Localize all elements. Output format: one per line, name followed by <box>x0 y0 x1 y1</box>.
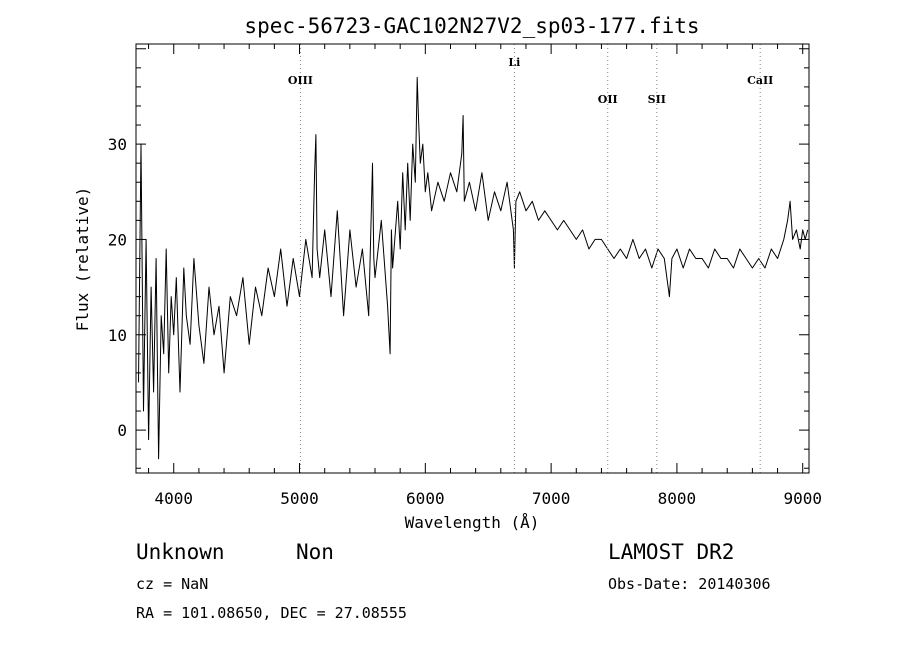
spectral-line-label-oii: OII <box>598 93 618 106</box>
chart-title: spec-56723-GAC102N27V2_sp03-177.fits <box>244 14 699 38</box>
x-axis-label: Wavelength (Å) <box>405 513 540 532</box>
spectral-line-label-oiii: OIII <box>288 74 313 87</box>
x-tick-label: 5000 <box>280 489 319 508</box>
coordinates: RA = 101.08650, DEC = 27.08555 <box>136 604 407 622</box>
x-tick-label: 6000 <box>406 489 445 508</box>
y-tick-label: 0 <box>117 421 127 440</box>
spectral-line-annotations: OIII Li OII SII CaII <box>288 44 773 473</box>
plot-area <box>138 76 809 460</box>
spectrum-line-0 <box>138 76 809 460</box>
y-tick-label: 10 <box>108 326 127 345</box>
object-class: Unknown <box>136 540 225 564</box>
y-tick-label: 20 <box>108 230 127 249</box>
survey-name: LAMOST DR2 <box>608 540 735 564</box>
object-subclass: Non <box>296 540 334 564</box>
x-tick-label: 7000 <box>532 489 571 508</box>
spectral-line-label-sii: SII <box>648 93 666 106</box>
x-tick-label: 9000 <box>783 489 822 508</box>
plot-frame <box>135 43 810 474</box>
x-tick-label: 8000 <box>658 489 697 508</box>
redshift-info: cz = NaN <box>136 575 209 593</box>
x-tick-label: 4000 <box>154 489 193 508</box>
y-axis-label: Flux (relative) <box>73 187 92 332</box>
axes: 4000 5000 6000 7000 8000 9000 0 10 20 30 <box>108 43 822 508</box>
observation-date: Obs-Date: 20140306 <box>608 575 771 593</box>
spectral-line-label-caii: CaII <box>747 74 773 87</box>
y-tick-label: 30 <box>108 135 127 154</box>
spectral-line-label-li: Li <box>508 56 520 69</box>
